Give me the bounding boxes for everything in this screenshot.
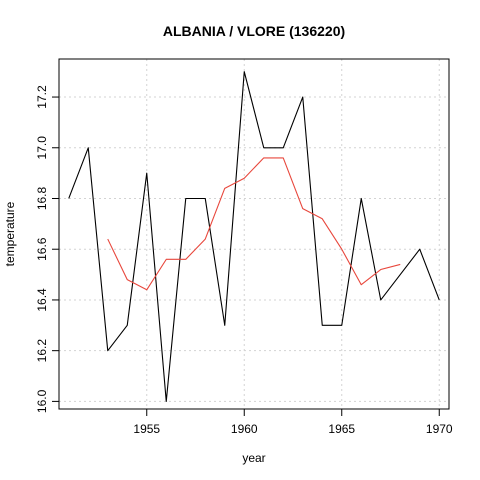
x-tick-label: 1960 — [231, 422, 258, 436]
series-line-smoothed — [107, 157, 401, 291]
y-tick-label: 16.2 — [35, 339, 49, 363]
y-tick-label: 17.2 — [35, 85, 49, 109]
x-tick-label: 1955 — [133, 422, 160, 436]
x-tick-label: 1970 — [426, 422, 453, 436]
grid-layer — [59, 59, 449, 409]
y-axis: 16.0 16.2 16.4 16.6 16.8 17.0 17.2 — [35, 85, 59, 413]
x-axis: 1955 1960 1965 1970 — [133, 409, 453, 436]
x-tick-label: 1965 — [328, 422, 355, 436]
series-line-annual — [68, 71, 440, 402]
y-tick-label: 16.6 — [35, 237, 49, 261]
x-axis-label: year — [242, 451, 265, 465]
plot-frame — [58, 58, 450, 410]
y-tick-label: 16.0 — [35, 389, 49, 413]
y-tick-label: 16.8 — [35, 186, 49, 210]
y-tick-label: 16.4 — [35, 288, 49, 312]
y-tick-label: 17.0 — [35, 136, 49, 160]
y-axis-label: temperature — [3, 201, 17, 266]
chart-title: ALBANIA / VLORE (136220) — [163, 23, 345, 39]
series-layer — [68, 71, 440, 402]
